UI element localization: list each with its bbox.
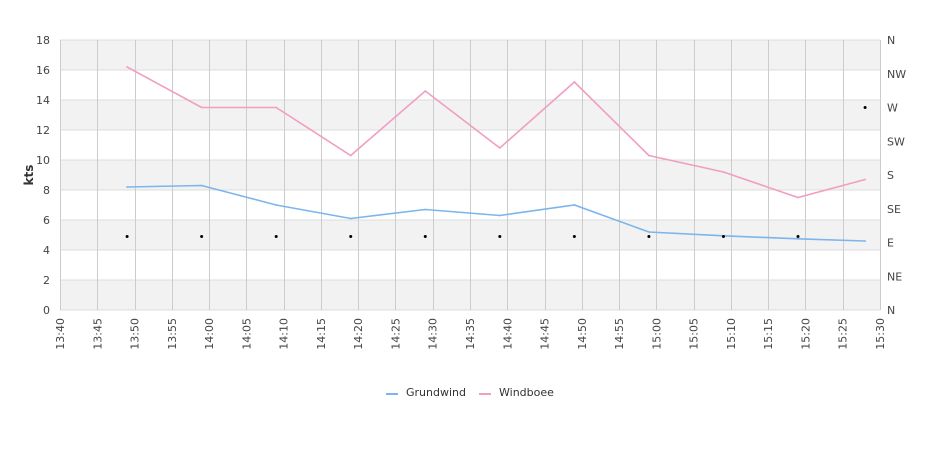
x-tick-label: 15:00 xyxy=(650,318,663,350)
direction-point xyxy=(125,235,129,238)
data-point-windboee xyxy=(424,90,427,92)
direction-point xyxy=(200,235,204,238)
x-tick-label: 13:40 xyxy=(54,318,67,350)
data-point-windboee xyxy=(126,66,128,68)
legend[interactable]: Grundwind Windboee xyxy=(386,386,554,399)
y2-tick-label: NW xyxy=(887,68,906,81)
y2-tick-label: N xyxy=(887,304,895,317)
grid-lines xyxy=(60,39,881,311)
data-point-grundwind xyxy=(573,204,576,206)
direction-points xyxy=(125,106,867,238)
data-point-grundwind xyxy=(275,204,278,206)
y2-tick-label: NE xyxy=(887,270,902,283)
y-tick-label: 18 xyxy=(36,34,50,47)
x-tick-label: 15:25 xyxy=(837,318,850,350)
x-tick-label: 13:50 xyxy=(129,318,142,350)
data-point-windboee xyxy=(864,178,866,181)
y-tick-label: 16 xyxy=(36,64,50,77)
data-point-windboee xyxy=(573,81,576,83)
direction-point xyxy=(274,235,278,238)
y2-tick-label: S xyxy=(887,169,894,182)
x-tick-label: 13:45 xyxy=(91,318,104,350)
x-tick-label: 14:15 xyxy=(315,318,328,350)
x-axis-ticks: 13:40 13:45 13:50 13:55 14:00 14:05 14:10 14:15… xyxy=(54,318,887,350)
legend-label: Grundwind xyxy=(406,386,466,399)
x-tick-label: 14:10 xyxy=(278,318,291,350)
y-axis-title: kts xyxy=(22,165,36,186)
legend-item-windboee[interactable]: Windboee xyxy=(479,386,554,399)
data-point-windboee xyxy=(200,106,203,109)
y2-tick-label: W xyxy=(887,102,898,115)
data-point-grundwind xyxy=(349,217,352,220)
direction-point xyxy=(423,235,427,238)
y-axis-ticks: 0 2 4 6 8 10 12 14 16 18 xyxy=(36,34,50,317)
direction-point xyxy=(498,235,502,238)
direction-point xyxy=(796,235,800,238)
x-tick-label: 14:30 xyxy=(427,318,440,350)
direction-point xyxy=(349,235,353,238)
data-point-grundwind xyxy=(797,237,799,240)
direction-point xyxy=(647,235,651,238)
x-tick-label: 14:05 xyxy=(240,318,253,350)
x-tick-label: 15:30 xyxy=(874,318,887,350)
data-point-windboee xyxy=(498,147,501,149)
y-tick-label: 12 xyxy=(36,124,50,137)
data-point-windboee xyxy=(648,154,650,157)
legend-item-grundwind[interactable]: Grundwind xyxy=(386,386,466,399)
data-point-windboee xyxy=(275,106,278,109)
x-tick-label: 14:40 xyxy=(501,318,514,350)
x-tick-label: 15:05 xyxy=(688,318,701,350)
data-point-grundwind xyxy=(200,184,203,187)
series-layer xyxy=(126,66,866,242)
x-tick-label: 14:55 xyxy=(613,318,626,350)
y2-axis-ticks: N NE E SE S SW W NW N xyxy=(887,34,906,317)
x-tick-label: 13:55 xyxy=(166,318,179,350)
data-point-grundwind xyxy=(648,231,650,233)
data-point-windboee xyxy=(349,154,352,157)
y2-tick-label: SE xyxy=(887,203,901,216)
y2-tick-label: E xyxy=(887,237,894,250)
x-tick-label: 14:25 xyxy=(389,318,402,350)
data-point-grundwind xyxy=(498,214,501,217)
y-tick-label: 14 xyxy=(36,94,50,107)
legend-label: Windboee xyxy=(499,386,554,399)
data-point-grundwind xyxy=(864,240,866,242)
y-tick-label: 2 xyxy=(43,274,50,287)
y2-tick-label: SW xyxy=(887,135,905,148)
y2-tick-label: N xyxy=(887,34,895,47)
y-tick-label: 10 xyxy=(36,154,50,167)
y-tick-label: 6 xyxy=(43,214,50,227)
x-tick-label: 14:50 xyxy=(576,318,589,350)
data-point-grundwind xyxy=(424,208,427,211)
data-point-windboee xyxy=(797,196,799,199)
data-point-grundwind xyxy=(126,186,128,188)
direction-point xyxy=(863,106,867,109)
y-tick-label: 0 xyxy=(43,304,50,317)
y-tick-label: 8 xyxy=(43,184,50,197)
direction-point xyxy=(721,235,725,238)
x-tick-label: 15:20 xyxy=(799,318,812,350)
data-point-windboee xyxy=(722,171,725,173)
direction-point xyxy=(572,235,576,238)
x-tick-label: 15:15 xyxy=(762,318,775,350)
x-tick-label: 15:10 xyxy=(725,318,738,350)
x-tick-label: 14:35 xyxy=(464,318,477,350)
x-tick-label: 14:45 xyxy=(539,318,552,350)
y-tick-label: 4 xyxy=(43,244,50,257)
x-tick-label: 14:20 xyxy=(352,318,365,350)
x-tick-label: 14:00 xyxy=(203,318,216,350)
